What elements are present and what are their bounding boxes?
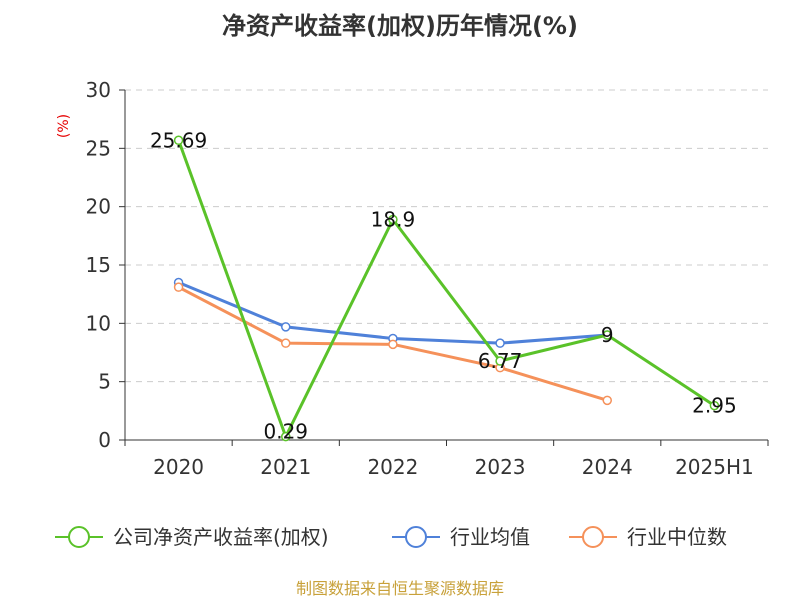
y-tick-label: 15	[86, 253, 111, 277]
y-tick-label: 30	[86, 78, 111, 102]
series-point-1	[495, 338, 505, 348]
y-tick-label: 10	[86, 311, 111, 335]
x-tick-label: 2021	[260, 455, 311, 479]
legend-swatch-marker	[582, 526, 604, 548]
series-line-0	[177, 139, 716, 439]
chart-title: 净资产收益率(加权)历年情况(%)	[222, 12, 578, 40]
data-label: 9	[601, 323, 614, 347]
y-axis-label: (%)	[56, 114, 72, 138]
legend: 公司净资产收益率(加权) 行业均值 行业中位数	[55, 525, 727, 549]
y-tick-label: 25	[86, 136, 111, 160]
y-tick-label: 0	[98, 428, 111, 452]
series-point-2	[173, 282, 184, 292]
x-tick-label: 2024	[582, 455, 633, 479]
data-label: 2.95	[692, 394, 737, 418]
series-layer	[173, 135, 720, 442]
x-tick-label: 2025H1	[675, 455, 754, 479]
y-tick-label: 20	[86, 195, 111, 219]
series-point-2	[602, 395, 612, 406]
series-point-2	[388, 339, 398, 350]
data-label: 18.9	[371, 208, 416, 232]
series-point-0	[173, 135, 184, 146]
series-point-0	[495, 356, 505, 366]
legend-swatch-marker	[405, 526, 427, 548]
data-label: 25.69	[150, 128, 207, 152]
legend-label: 公司净资产收益率(加权)	[113, 525, 329, 549]
series-point-0	[602, 330, 612, 340]
x-tick-label: 2020	[153, 455, 204, 479]
series-point-1	[281, 322, 291, 332]
legend-label: 行业均值	[450, 525, 530, 549]
data-label: 6.77	[478, 349, 523, 373]
legend-swatch-marker	[68, 526, 90, 548]
source-note: 制图数据来自恒生聚源数据库	[296, 579, 504, 598]
data-label: 0.29	[263, 420, 308, 444]
data-labels: 25.69 0.29 18.9 6.77 9 2.95	[150, 128, 737, 443]
series-point-0	[388, 214, 398, 225]
grid-lines	[125, 89, 768, 383]
x-tick-label: 2022	[367, 455, 418, 479]
x-tick-label: 2023	[475, 455, 526, 479]
axes: 0 5 10 15 20 25 30 2020 2021 2022 2023 2024 2025H1	[86, 78, 769, 479]
series-point-0	[709, 400, 720, 411]
y-tick-label: 5	[98, 370, 111, 394]
series-point-2	[281, 338, 291, 348]
series-point-0	[281, 431, 291, 442]
legend-label: 行业中位数	[627, 525, 727, 549]
